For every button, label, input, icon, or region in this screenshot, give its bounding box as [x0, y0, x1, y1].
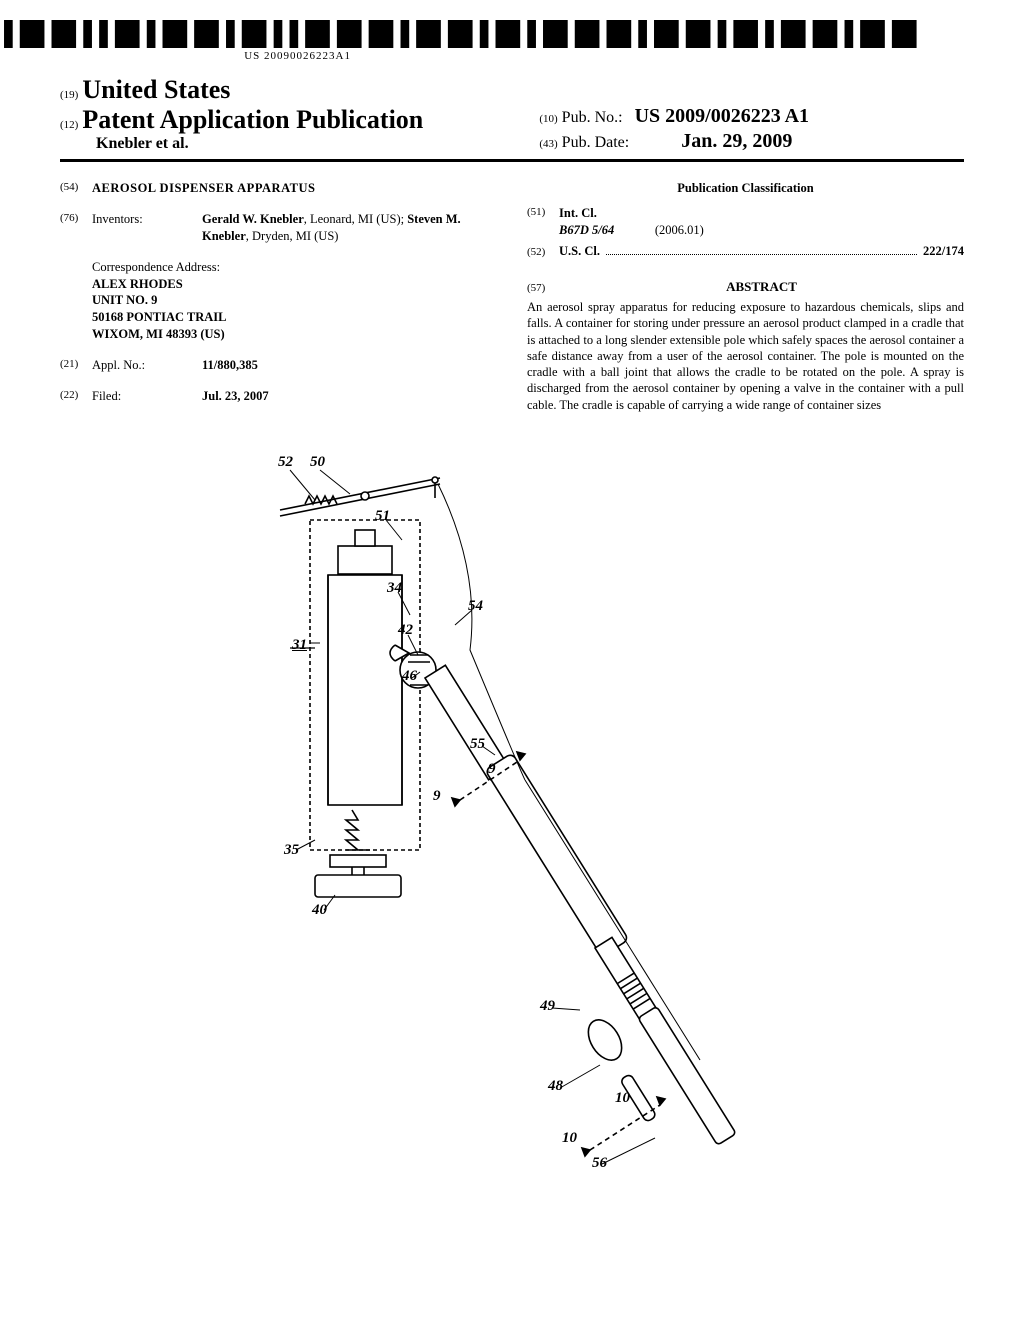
- uscl-label: U.S. Cl.: [559, 244, 600, 258]
- barcode-block: ▌▌▌█▌▌▌▌█▌▌█▌█▌▌▌█▌█▌▌█▌█▌▌▌█▌▌█▌█▌▌█▌▌▌…: [0, 20, 924, 62]
- publication-number: US 2009/0026223 A1: [635, 105, 809, 127]
- invention-title: AEROSOL DISPENSER APPARATUS: [92, 180, 497, 197]
- fig-label-31: 31: [292, 637, 307, 654]
- fig-label-42: 42: [398, 622, 413, 639]
- fig-label-9a: 9: [488, 761, 496, 778]
- inventors-value: Gerald W. Knebler, Leonard, MI (US); Ste…: [202, 211, 497, 245]
- pubno-label: Pub. No.:: [562, 109, 623, 126]
- fig-label-34: 34: [387, 580, 402, 597]
- right-column: Publication Classification (51) Int. Cl.…: [527, 180, 964, 419]
- fig-label-10a: 10: [615, 1090, 630, 1107]
- pubdate-label: Pub. Date:: [562, 134, 630, 151]
- title-code: (54): [60, 180, 92, 197]
- publication-date: Jan. 29, 2009: [681, 130, 792, 152]
- correspondence-block: Correspondence Address: ALEX RHODES UNIT…: [92, 259, 497, 343]
- barcode-graphic: ▌▌▌█▌▌▌▌█▌▌█▌█▌▌▌█▌█▌▌█▌█▌▌▌█▌▌█▌█▌▌█▌▌▌…: [0, 20, 924, 48]
- filing-date: Jul. 23, 2007: [202, 389, 269, 403]
- inventors-label: Inventors:: [92, 211, 202, 245]
- fig-label-35: 35: [284, 842, 299, 859]
- barcode-text: US 20090026223A1: [0, 50, 924, 62]
- left-column: (54) AEROSOL DISPENSER APPARATUS (76) In…: [60, 180, 497, 419]
- pubtype-code: (12): [60, 119, 78, 131]
- fig-label-54: 54: [468, 598, 483, 615]
- patent-figure: 52 50 51 34 54 42 31 46 55 9 9 35 40 49 …: [260, 450, 780, 1270]
- intcl-code: (51): [527, 205, 559, 239]
- inventor-1-loc: , Leonard, MI (US);: [304, 212, 407, 226]
- uscl-value: 222/174: [923, 244, 964, 258]
- abstract-heading: ABSTRACT: [559, 278, 964, 296]
- fig-label-49: 49: [540, 998, 555, 1015]
- country-name: United States: [82, 75, 230, 104]
- fig-label-51: 51: [375, 508, 390, 525]
- applno-code: (21): [60, 357, 92, 374]
- uscl-code: (52): [527, 245, 559, 260]
- classification-heading: Publication Classification: [527, 180, 964, 197]
- fig-label-56: 56: [592, 1155, 607, 1172]
- correspondence-line-2: UNIT NO. 9: [92, 293, 157, 307]
- intcl-class: B67D 5/64: [559, 223, 614, 237]
- correspondence-line-1: ALEX RHODES: [92, 277, 183, 291]
- fig-label-55: 55: [470, 736, 485, 753]
- bibliographic-columns: (54) AEROSOL DISPENSER APPARATUS (76) In…: [60, 180, 964, 419]
- pubno-code: (10): [539, 113, 557, 125]
- inventor-1-name: Gerald W. Knebler: [202, 212, 304, 226]
- filed-code: (22): [60, 388, 92, 405]
- filed-label: Filed:: [92, 388, 202, 405]
- abstract-code: (57): [527, 281, 559, 296]
- inventors-code: (76): [60, 211, 92, 245]
- publication-header: (19) United States (12) Patent Applicati…: [60, 75, 964, 162]
- intcl-year: (2006.01): [655, 223, 704, 237]
- fig-label-50: 50: [310, 454, 325, 471]
- applno-label: Appl. No.:: [92, 357, 202, 374]
- fig-label-48: 48: [548, 1078, 563, 1095]
- fig-label-46: 46: [402, 668, 417, 685]
- correspondence-label: Correspondence Address:: [92, 259, 497, 276]
- author-names: Knebler et al.: [96, 135, 529, 153]
- abstract-text: An aerosol spray apparatus for reducing …: [527, 299, 964, 413]
- correspondence-line-4: WIXOM, MI 48393 (US): [92, 327, 225, 341]
- correspondence-line-3: 50168 PONTIAC TRAIL: [92, 310, 227, 324]
- uscl-separator: [606, 254, 917, 255]
- fig-label-52: 52: [278, 454, 293, 471]
- fig-label-10b: 10: [562, 1130, 577, 1147]
- fig-label-9b: 9: [433, 788, 441, 805]
- inventor-2-loc: , Dryden, MI (US): [246, 229, 339, 243]
- figure-svg: [260, 450, 780, 1270]
- country-code: (19): [60, 89, 78, 101]
- intcl-label: Int. Cl.: [559, 206, 597, 220]
- publication-type: Patent Application Publication: [82, 105, 423, 134]
- fig-label-40: 40: [312, 902, 327, 919]
- application-number: 11/880,385: [202, 358, 258, 372]
- pubdate-code: (43): [539, 138, 557, 150]
